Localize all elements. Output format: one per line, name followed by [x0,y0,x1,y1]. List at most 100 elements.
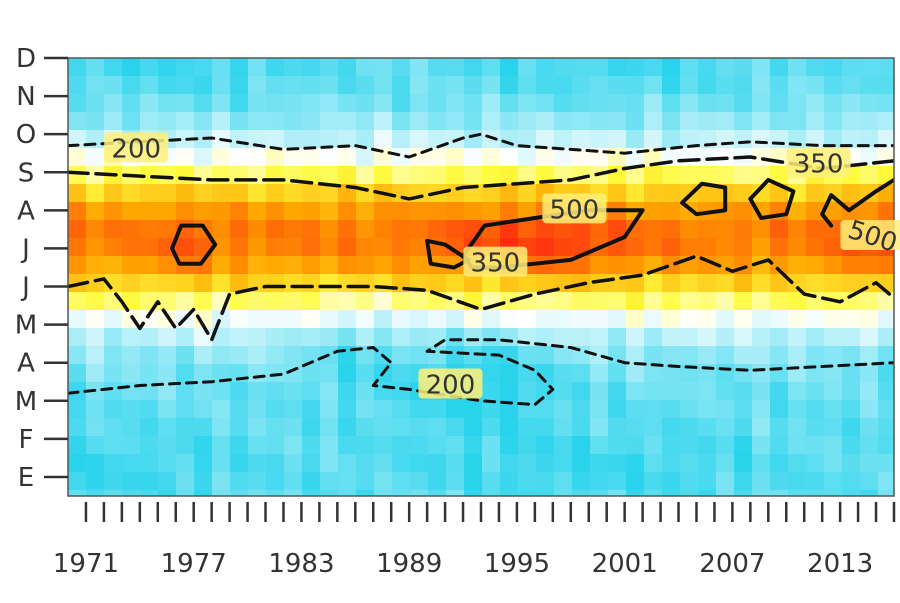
heatmap-cell [608,310,627,329]
heatmap-cell [824,256,843,275]
heatmap-cell [86,148,105,167]
heatmap-cell [68,346,87,365]
heatmap-cell [752,490,771,496]
heatmap-cell [104,472,123,491]
heatmap-cell [824,310,843,329]
heatmap-cell [374,328,393,347]
heatmap-cell [464,274,483,293]
x-tick-label: 1971 [53,549,119,579]
heatmap-cell [122,328,141,347]
heatmap-cell [734,238,753,257]
heatmap-cell [626,490,645,496]
heatmap-cell [86,364,105,383]
heatmap-cell [68,490,87,496]
heatmap-cell [338,418,357,437]
contour-500-blob-5 [748,177,796,220]
heatmap-cell [770,274,789,293]
heatmap-cell [140,58,159,77]
heatmap-cell [752,184,771,203]
heatmap-cell [590,364,609,383]
heatmap-cell [176,94,195,113]
heatmap-cell [158,490,177,496]
heatmap-cell [410,166,429,185]
heatmap-cell [752,328,771,347]
heatmap-cell [356,346,375,365]
heatmap-cell [536,346,555,365]
heatmap-cell [680,58,699,77]
heatmap-cell [392,292,411,311]
heatmap-cell [356,418,375,437]
heatmap-cell [158,454,177,473]
heatmap-cell [590,94,609,113]
heatmap-cell [248,400,267,419]
heatmap-cell [662,472,681,491]
heatmap-cell [140,346,159,365]
heatmap-cell [392,256,411,275]
heatmap-cell [680,454,699,473]
heatmap-cell [734,490,753,496]
heatmap-cell [590,274,609,293]
heatmap-cell [734,202,753,221]
heatmap-cell [464,76,483,95]
heatmap-cell [68,58,87,77]
heatmap-cell [86,418,105,437]
heatmap-cell [608,220,627,239]
heatmap-cell [842,346,861,365]
heatmap-cell [644,382,663,401]
heatmap-cell [734,184,753,203]
heatmap-cell [608,112,627,131]
heatmap-cell [662,130,681,149]
contour-label-bg [542,193,607,224]
heatmap-cell [338,202,357,221]
heatmap-cell [266,274,285,293]
heatmap-cell [158,328,177,347]
heatmap-cell [284,418,303,437]
heatmap-cell [320,400,339,419]
heatmap-cell [464,166,483,185]
heatmap-cell [518,166,537,185]
heatmap-cell [626,436,645,455]
contour-label-bg [463,246,528,277]
heatmap-cell [104,418,123,437]
heatmap-cell [212,184,231,203]
heatmap-cell [500,472,519,491]
heatmap-cell [518,220,537,239]
heatmap-cell [680,76,699,95]
heatmap-cell [554,148,573,167]
heatmap-cell [554,58,573,77]
heatmap-cell [590,112,609,131]
heatmap-cell [104,58,123,77]
heatmap-cell [644,436,663,455]
heatmap-cell [698,490,717,496]
heatmap-cell [176,76,195,95]
heatmap-cell [410,130,429,149]
contour-500-blob-1 [170,223,218,266]
heatmap-cell [518,184,537,203]
heatmap-cell [122,202,141,221]
heatmap-cell [194,454,213,473]
heatmap-cell [374,202,393,221]
heatmap-cell [860,400,879,419]
heatmap-cell [752,292,771,311]
heatmap-cell [266,94,285,113]
heatmap-cell [770,490,789,496]
heatmap-cell [788,400,807,419]
heatmap-cell [842,364,861,383]
heatmap-cell [626,130,645,149]
heatmap-cell [284,346,303,365]
heatmap-cell [518,310,537,329]
heatmap-cell [842,382,861,401]
heatmap-cell [716,364,735,383]
heatmap-cell [410,256,429,275]
heatmap-cell [266,400,285,419]
heatmap-cell [644,346,663,365]
heatmap-cell [662,94,681,113]
heatmap-cell [806,346,825,365]
heatmap-cell [860,436,879,455]
heatmap-cell [752,310,771,329]
heatmap-cell [68,184,87,203]
heatmap-cell [590,328,609,347]
heatmap-cell [356,256,375,275]
heatmap-cell [356,436,375,455]
heatmap-cell [176,58,195,77]
